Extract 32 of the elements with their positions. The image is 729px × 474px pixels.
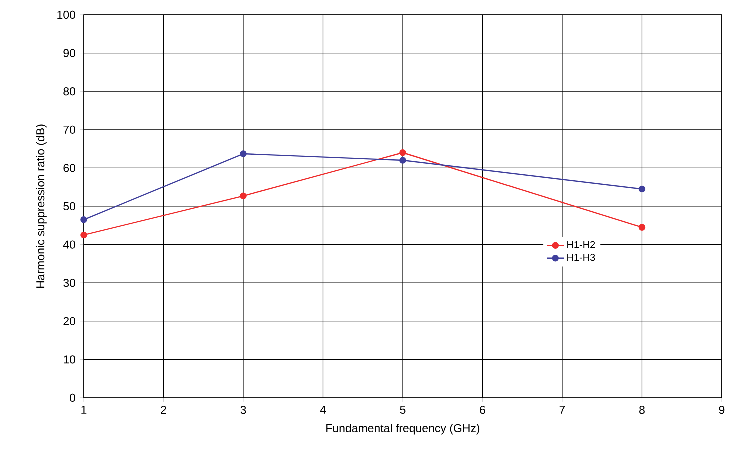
x-tick-label: 3 xyxy=(240,406,246,414)
y-tick-label: 30 xyxy=(64,279,76,288)
y-tick-label: 20 xyxy=(64,317,76,326)
y-tick-label: 70 xyxy=(64,126,76,134)
legend-label: H1-H2 xyxy=(568,241,596,248)
x-tick-label: 8 xyxy=(640,406,645,414)
y-tick-label: 80 xyxy=(64,88,76,96)
x-tick-label: 5 xyxy=(400,406,406,414)
y-tick-label: 0 xyxy=(70,394,76,402)
point xyxy=(240,192,247,200)
legend-label: H1-H3 xyxy=(568,254,596,262)
y-tick-label: 40 xyxy=(63,240,76,249)
point xyxy=(638,224,646,231)
x-tick-label: 6 xyxy=(480,406,486,414)
y-tick-label: 60 xyxy=(64,164,76,172)
y-tick-label: 100 xyxy=(58,10,76,20)
point xyxy=(240,150,247,158)
x-tick-label: 2 xyxy=(161,406,166,414)
x-axis-title: Fundamental frequency (GHz) xyxy=(326,424,480,435)
point xyxy=(80,216,88,224)
x-tick-label: 1 xyxy=(82,406,87,414)
y-tick-label: 50 xyxy=(64,202,76,211)
x-tick-label: 7 xyxy=(560,406,566,414)
y-axis-title: Harmonic suppression ratio (dB) xyxy=(36,124,47,288)
x-tick-label: 4 xyxy=(320,406,326,414)
y-tick-label: 90 xyxy=(64,49,76,58)
point xyxy=(400,157,406,164)
point xyxy=(400,149,406,156)
x-tick-label: 9 xyxy=(719,406,725,414)
point xyxy=(638,186,646,193)
y-tick-label: 10 xyxy=(64,356,76,364)
point xyxy=(80,232,88,239)
